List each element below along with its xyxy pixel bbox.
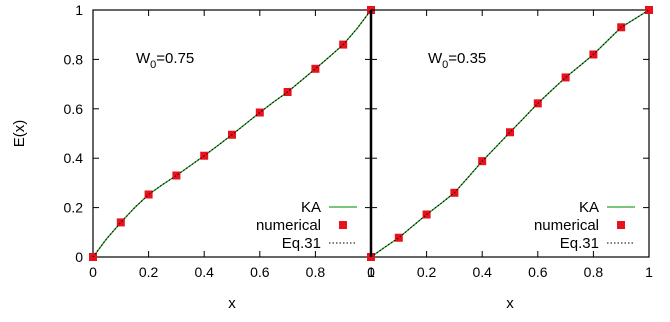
data-point-numerical	[255, 108, 264, 117]
data-point-numerical	[506, 128, 514, 137]
data-point-numerical	[311, 64, 320, 73]
legend-label: numerical	[256, 217, 321, 234]
legend-label: KA	[579, 199, 599, 216]
y-axis-label: E(x)	[11, 120, 28, 148]
legend-label: Eq.31	[282, 235, 321, 252]
y-tick-label: 0.4	[64, 150, 84, 166]
parameter-annotation: W0=0.75	[136, 50, 194, 71]
data-point-numerical	[645, 6, 653, 14]
x-tick-label: 0.8	[306, 264, 326, 280]
x-tick-label: 0.6	[528, 264, 548, 280]
data-point-numerical	[561, 73, 570, 82]
y-tick-label: 0.6	[64, 101, 84, 117]
x-tick-label: 0.4	[194, 264, 214, 280]
y-tick-label: 0.8	[64, 51, 84, 67]
legend-swatch-numerical	[339, 221, 347, 229]
x-tick-label: 0.2	[139, 264, 159, 280]
data-point-numerical	[144, 190, 153, 199]
legend-label: Eq.31	[560, 235, 599, 252]
x-axis-label: x	[228, 295, 236, 312]
data-point-numerical	[172, 171, 181, 180]
x-tick-label: 1	[367, 264, 375, 280]
x-tick-label: 0.6	[250, 264, 270, 280]
x-tick-label: 0.2	[417, 264, 437, 280]
legend-label: KA	[301, 199, 321, 216]
legend-label: numerical	[534, 217, 599, 234]
x-tick-label: 0.4	[472, 264, 492, 280]
x-axis-label: x	[506, 295, 514, 312]
y-tick-label: 1	[75, 2, 83, 18]
x-tick-label: 0	[89, 264, 97, 280]
x-tick-label: 0	[367, 264, 375, 280]
x-tick-label: 1	[645, 264, 653, 280]
legend-swatch-numerical	[617, 221, 625, 229]
data-point-numerical	[116, 218, 125, 227]
x-tick-label: 0.8	[584, 264, 604, 280]
chart-panels: 0 0.2 0.4 0.6 0.8 100.20.40.60.81xW0=0.75KAnu…	[64, 2, 654, 312]
parameter-annotation: W0=0.35	[428, 50, 486, 71]
panel-1: 0 0.2 0.4 0.6 0.8 100.20.40.60.81xW0=0.75KAnu…	[64, 2, 376, 312]
y-tick-label: 0	[75, 249, 83, 265]
series-line-eq-31	[92, 9, 372, 258]
data-point-numerical	[394, 233, 403, 242]
y-tick-label: 0.2	[64, 200, 84, 216]
